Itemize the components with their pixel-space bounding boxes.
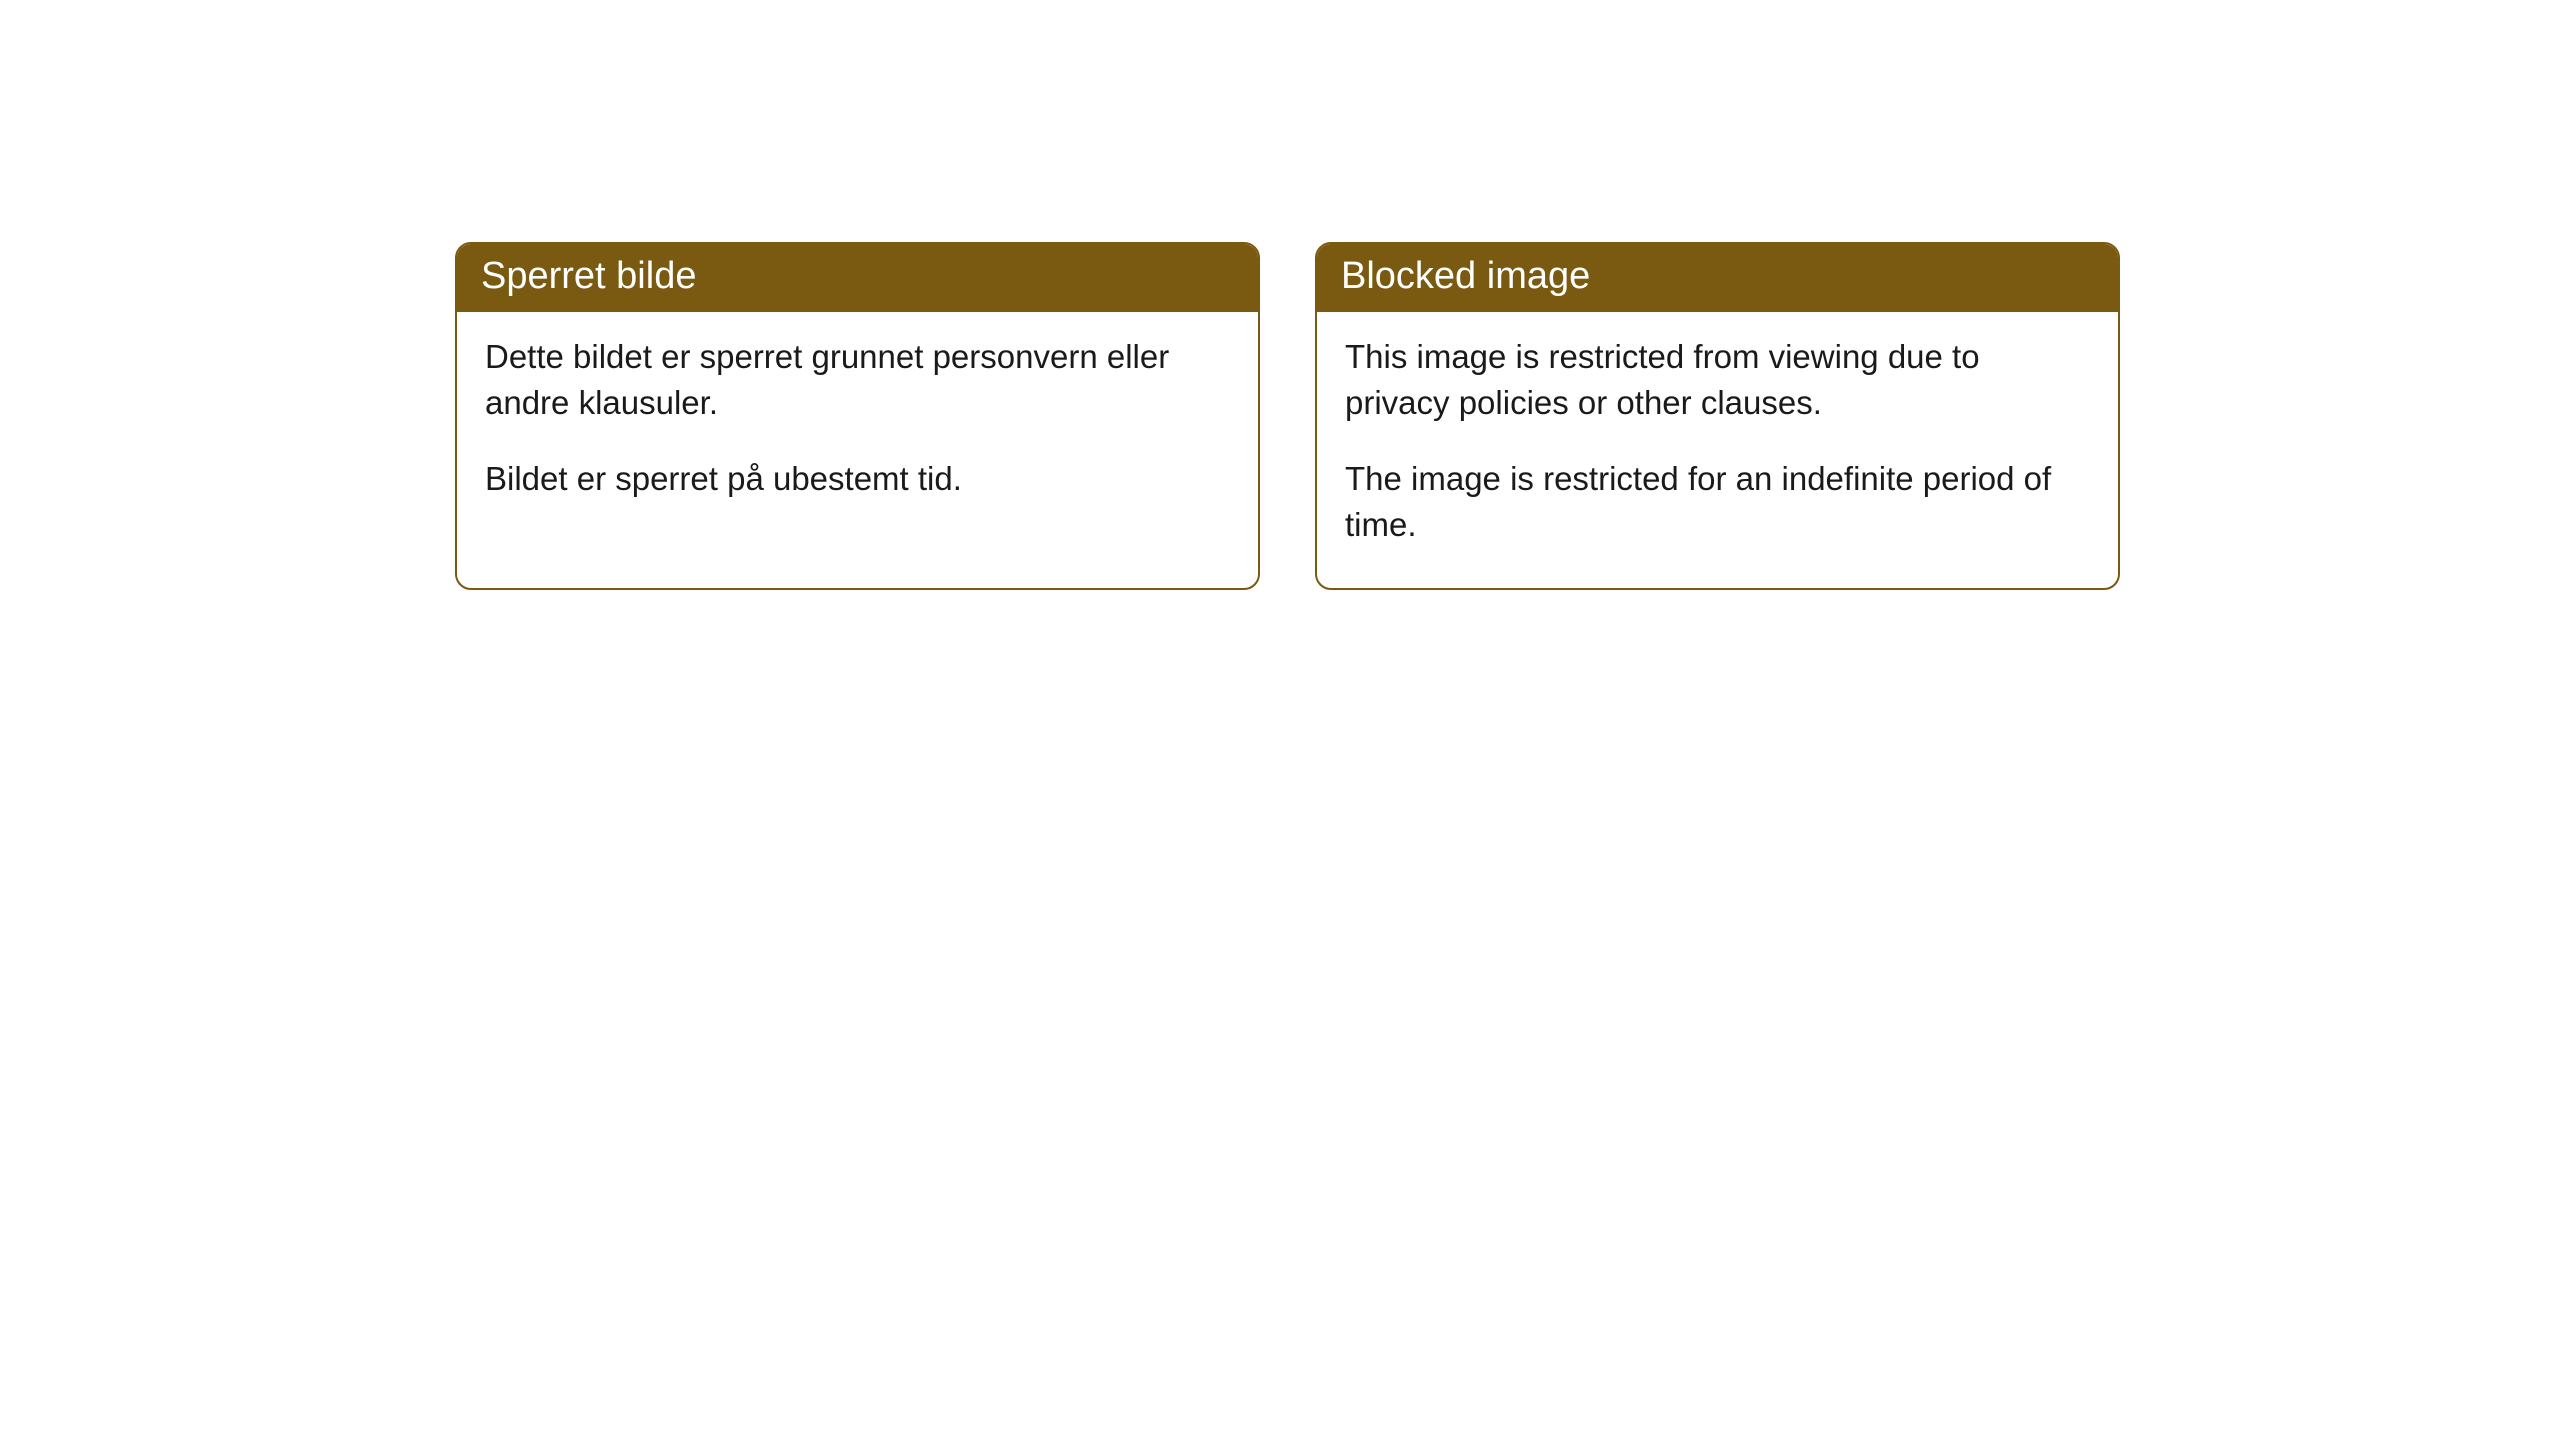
card-header-norwegian: Sperret bilde bbox=[457, 244, 1258, 312]
card-english: Blocked image This image is restricted f… bbox=[1315, 242, 2120, 590]
card-paragraph-2-norwegian: Bildet er sperret på ubestemt tid. bbox=[485, 456, 1230, 502]
cards-container: Sperret bilde Dette bildet er sperret gr… bbox=[455, 242, 2120, 590]
card-body-english: This image is restricted from viewing du… bbox=[1317, 312, 2118, 589]
card-body-norwegian: Dette bildet er sperret grunnet personve… bbox=[457, 312, 1258, 543]
card-header-english: Blocked image bbox=[1317, 244, 2118, 312]
card-paragraph-2-english: The image is restricted for an indefinit… bbox=[1345, 456, 2090, 548]
card-paragraph-1-norwegian: Dette bildet er sperret grunnet personve… bbox=[485, 334, 1230, 426]
card-norwegian: Sperret bilde Dette bildet er sperret gr… bbox=[455, 242, 1260, 590]
card-paragraph-1-english: This image is restricted from viewing du… bbox=[1345, 334, 2090, 426]
